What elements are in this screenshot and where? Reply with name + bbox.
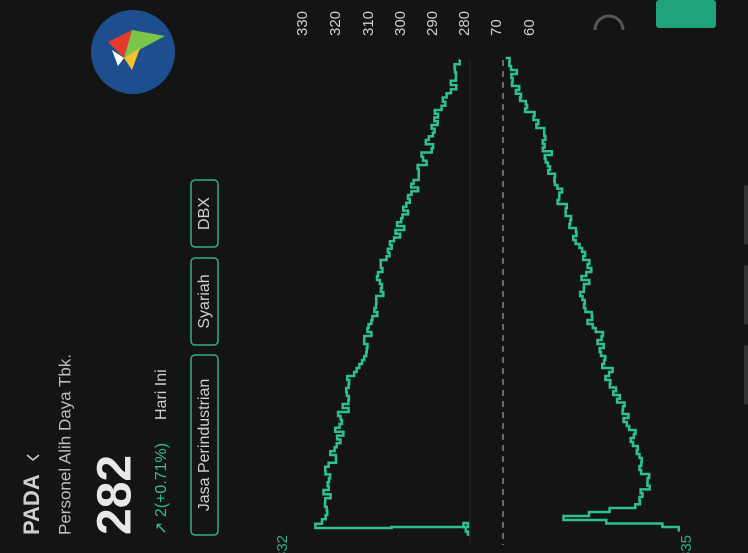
tags: Jasa Perindustrian Syariah DBX [190, 179, 219, 536]
axis-label: 60 [521, 19, 538, 36]
axis-label: 330 [294, 11, 311, 36]
spinner [593, 14, 625, 31]
price-change: ↗ 2(+0.71%) [153, 443, 170, 535]
tag-label: Syariah [196, 274, 213, 328]
price-line-high [505, 56, 681, 532]
price: 282 [89, 455, 142, 535]
side-handle[interactable] [744, 345, 748, 405]
high-label: 335 [678, 535, 695, 553]
logo [91, 10, 175, 94]
price-line-low [314, 58, 470, 536]
axis-label: 310 [360, 11, 377, 36]
tag-label: Jasa Perindustrian [196, 379, 213, 512]
side-handle[interactable] [744, 185, 748, 245]
side-handle[interactable] [744, 265, 748, 325]
axis-label: 300 [392, 11, 409, 36]
ticker[interactable]: PADA [19, 474, 44, 535]
axis-label: 280 [456, 11, 473, 36]
tag-pill[interactable] [190, 354, 219, 536]
price-axis: 330 320 310 300 290 280 70 60 [294, 11, 538, 36]
low-label: 332 [274, 535, 291, 553]
action-button[interactable] [656, 0, 716, 28]
company-name: Personel Alih Daya Tbk. [55, 354, 74, 535]
tag-label: DBX [196, 197, 213, 230]
axis-label: 70 [488, 19, 505, 36]
period[interactable]: Hari Ini [153, 369, 170, 420]
tag-pill[interactable] [190, 257, 219, 346]
axis-label: 320 [327, 11, 344, 36]
tag-pill[interactable] [190, 179, 219, 248]
ticker-dropdown[interactable] [26, 454, 40, 461]
axis-label: 290 [424, 11, 441, 36]
